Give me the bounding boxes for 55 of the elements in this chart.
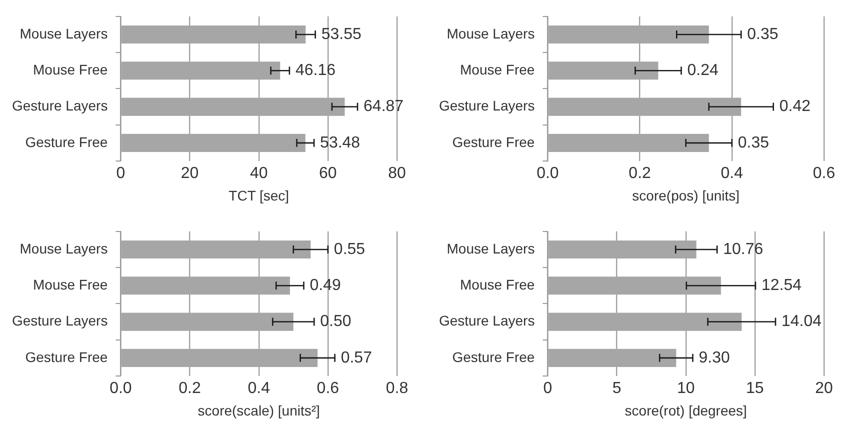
x-tick-label: 0.4	[248, 380, 270, 398]
data-label: 0.55	[334, 240, 366, 258]
y-tick-label: Gesture Free	[452, 348, 535, 365]
x-axis-title: score(pos) [units]	[632, 187, 740, 204]
x-tick-label: 10	[676, 380, 695, 398]
y-tick-label: Mouse Free	[33, 276, 108, 292]
data-label: 0.57	[340, 349, 372, 366]
x-tick-label: 0.6	[316, 380, 340, 398]
y-tick-label: Mouse Free	[460, 276, 535, 292]
y-tick-label: Gesture Free	[452, 134, 535, 150]
data-label: 46.16	[295, 62, 336, 80]
data-label: 0.24	[687, 62, 718, 80]
y-tick-label: Gesture Free	[25, 134, 108, 150]
x-axis-title: TCT [sec]	[228, 187, 290, 204]
x-tick-label: 5	[612, 380, 622, 398]
data-label: 0.49	[310, 277, 341, 294]
y-tick-label: Mouse Layers	[446, 240, 535, 256]
y-tick-label: Gesture Layers	[438, 312, 535, 329]
x-axis-title: score(rot) [degrees]	[624, 402, 747, 418]
x-tick-label: 40	[250, 165, 268, 182]
y-tick-label: Gesture Free	[25, 348, 108, 365]
x-tick-label: 0.6	[812, 165, 836, 182]
y-tick-label: Mouse Layers	[20, 240, 108, 256]
x-tick-label: 0.0	[536, 165, 559, 182]
y-tick-label: Gesture Layers	[12, 98, 108, 114]
y-tick-label: Mouse Layers	[20, 25, 108, 42]
x-tick-label: 0.8	[386, 380, 408, 398]
x-tick-label: 15	[746, 380, 764, 398]
x-tick-label: 80	[388, 165, 406, 182]
x-axis-title: score(scale) [units²]	[198, 402, 320, 418]
x-tick-label: 20	[180, 165, 199, 182]
data-label: 12.54	[761, 277, 802, 294]
x-tick-label: 0.0	[110, 380, 132, 398]
y-tick-label: Gesture Layers	[438, 98, 535, 114]
data-label: 64.87	[364, 98, 404, 116]
x-tick-label: 0.2	[178, 380, 201, 398]
y-tick-label: Gesture Layers	[12, 312, 108, 329]
y-tick-label: Mouse Free	[460, 61, 535, 78]
x-tick-label: 0.4	[720, 165, 744, 182]
x-tick-label: 20	[815, 380, 833, 398]
data-label: 53.48	[320, 134, 360, 152]
data-label: 53.55	[321, 26, 362, 43]
data-label: 9.30	[698, 349, 730, 366]
y-tick-label: Mouse Layers	[446, 25, 535, 42]
y-tick-label: Mouse Free	[33, 61, 108, 78]
data-label: 0.50	[320, 313, 352, 330]
x-tick-label: 0	[543, 380, 552, 398]
data-label: 0.35	[738, 134, 770, 152]
data-label: 10.76	[723, 240, 764, 258]
data-label: 0.35	[747, 26, 778, 43]
x-tick-label: 0.2	[628, 165, 652, 182]
data-label: 0.42	[779, 98, 811, 116]
x-tick-label: 60	[319, 165, 337, 182]
data-label: 14.04	[782, 313, 822, 330]
x-tick-label: 0	[116, 165, 126, 182]
